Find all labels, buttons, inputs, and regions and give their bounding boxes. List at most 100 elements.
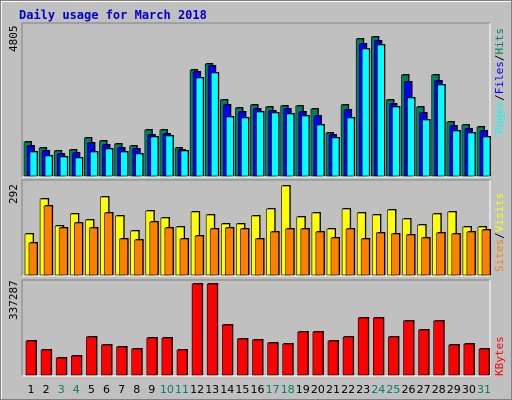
bars-kbytes: [25, 283, 490, 376]
bar-pages-day-18: [286, 113, 295, 177]
bar-sites-day-7: [119, 238, 128, 276]
bar-kbytes-day-28: [433, 320, 445, 376]
bar-sites-day-2: [43, 205, 53, 276]
legend-pages: Pages: [493, 101, 506, 134]
day-label-31: 31: [477, 383, 491, 396]
bar-sites-day-9: [149, 221, 159, 276]
day-label-6: 6: [103, 383, 110, 396]
bar-kbytes-day-26: [403, 320, 414, 376]
bar-sites-day-24: [375, 232, 385, 276]
bar-pages-day-29: [452, 130, 461, 177]
day-label-25: 25: [386, 383, 400, 396]
day-label-1: 1: [28, 383, 35, 396]
bar-kbytes-day-8: [131, 348, 142, 376]
bar-sites-day-23: [360, 238, 370, 276]
bar-pages-day-26: [407, 97, 415, 177]
bar-kbytes-day-24: [372, 317, 384, 376]
day-label-13: 13: [205, 383, 219, 396]
day-label-17: 17: [266, 383, 280, 396]
bar-kbytes-day-30: [463, 343, 475, 376]
bars-visits-sites: [24, 185, 491, 276]
bar-sites-day-5: [89, 227, 98, 276]
legend-hits-files-pages: Pages/Files/Hits: [493, 28, 506, 134]
bar-sites-day-18: [285, 228, 295, 276]
bar-kbytes-day-19: [297, 331, 309, 376]
bar-pages-day-9: [150, 136, 159, 177]
day-label-24: 24: [371, 383, 385, 396]
day-label-11: 11: [175, 383, 189, 396]
legend-mid-text: Sites/Visits: [493, 193, 506, 273]
bar-kbytes-day-22: [342, 336, 354, 376]
bar-sites-day-30: [466, 231, 476, 276]
day-label-5: 5: [88, 383, 95, 396]
day-label-3: 3: [58, 383, 65, 396]
legend-kbytes: KBytes: [493, 336, 506, 376]
bar-sites-day-8: [134, 239, 143, 276]
bar-sites-day-16: [255, 238, 264, 276]
chart-title: Daily usage for March 2018: [19, 8, 207, 22]
day-label-8: 8: [133, 383, 140, 396]
bar-kbytes-day-2: [40, 349, 52, 376]
bar-sites-day-13: [209, 228, 219, 276]
bar-kbytes-day-20: [312, 331, 324, 376]
bar-sites-day-17: [270, 231, 279, 276]
day-label-15: 15: [235, 383, 249, 396]
bar-pages-day-28: [437, 84, 446, 177]
bar-pages-day-19: [301, 115, 310, 177]
bar-pages-day-25: [392, 106, 400, 177]
day-label-20: 20: [311, 383, 325, 396]
bar-pages-day-13: [210, 72, 219, 177]
bar-kbytes-day-13: [206, 283, 218, 376]
bar-pages-day-1: [29, 151, 38, 177]
bar-pages-day-4: [75, 157, 83, 177]
bar-sites-day-11: [179, 238, 189, 276]
max-label-kbytes: 337287: [7, 280, 20, 320]
bar-kbytes-day-11: [176, 349, 188, 376]
day-labels: 1 2 3 4 5 6 7 8 9 10 11 12 13 14 15 16 17 18 19 20 21 22 23 24 2…: [28, 383, 492, 396]
bar-kbytes-day-1: [25, 340, 37, 376]
bar-pages-day-2: [44, 155, 53, 177]
day-label-30: 30: [462, 383, 476, 396]
bar-kbytes-day-23: [357, 317, 369, 376]
bar-sites-day-15: [240, 228, 249, 276]
day-label-4: 4: [73, 383, 80, 396]
bar-sites-day-10: [164, 227, 174, 276]
bar-kbytes-day-12: [191, 283, 203, 376]
bar-pages-day-3: [59, 156, 68, 177]
bar-kbytes-day-25: [388, 336, 399, 376]
bar-pages-day-24: [376, 44, 385, 177]
bar-sites-day-27: [421, 237, 430, 276]
legend-visits: Visits: [493, 193, 506, 233]
legend-bot-text: KBytes: [493, 336, 506, 376]
bar-kbytes-day-5: [86, 336, 97, 376]
day-label-2: 2: [43, 383, 50, 396]
bar-kbytes-day-16: [252, 339, 263, 376]
bar-kbytes-day-29: [448, 344, 460, 376]
bar-pages-day-8: [135, 153, 143, 177]
bar-pages-day-5: [90, 151, 98, 177]
day-label-12: 12: [190, 383, 204, 396]
bar-sites-day-28: [436, 232, 446, 276]
legend-sites: Sites: [493, 239, 506, 272]
bar-pages-day-23: [361, 48, 370, 177]
bar-sites-day-31: [481, 229, 491, 276]
bar-kbytes-day-7: [116, 346, 127, 376]
bar-kbytes-day-21: [327, 340, 339, 376]
bar-pages-day-31: [482, 136, 491, 177]
bar-pages-day-7: [120, 151, 128, 177]
bar-pages-day-6: [105, 148, 113, 177]
bar-pages-day-22: [346, 117, 355, 177]
day-label-27: 27: [417, 383, 431, 396]
day-label-9: 9: [148, 383, 155, 396]
legend-visits-sites: Sites/Visits: [493, 193, 506, 273]
bar-sites-day-25: [391, 233, 400, 276]
bar-kbytes-day-9: [146, 337, 158, 376]
bar-kbytes-day-18: [282, 343, 294, 376]
bar-sites-day-19: [300, 228, 310, 276]
day-label-22: 22: [341, 383, 355, 396]
bars-hits-files-pages: [23, 36, 491, 177]
bar-kbytes-day-14: [222, 324, 233, 376]
day-label-21: 21: [326, 383, 340, 396]
bar-sites-day-12: [194, 235, 204, 276]
